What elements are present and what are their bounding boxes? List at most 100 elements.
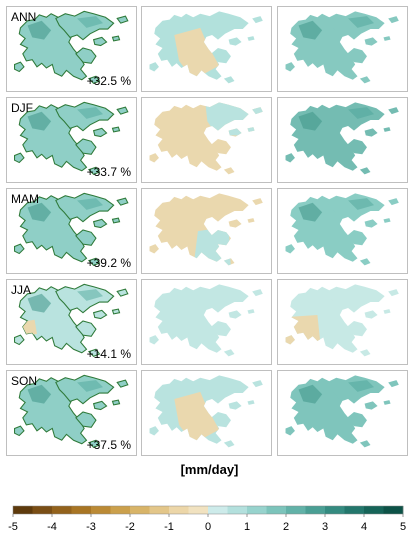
land-area [252,380,263,388]
colorbar-swatch [305,506,326,514]
land-area [111,217,121,224]
colorbar-swatch [188,506,209,514]
land-area [364,401,378,410]
svalbard-map [14,192,129,266]
land-area [149,426,159,436]
land-area [228,37,242,46]
land-area [190,375,249,404]
colorbar-tick-label: 2 [283,521,289,533]
high-value-zone [348,16,375,28]
high-value-zone [77,107,104,119]
land-area [92,218,108,229]
map-panel-son-2 [141,370,272,456]
percent-change-label: +39.2 % [86,256,131,270]
land-area [92,309,108,320]
colorbar-swatch [208,506,228,514]
colorbar-tick-label: -1 [164,521,174,533]
svalbard-map [285,375,399,448]
land-area [383,127,391,132]
colorbar-tick-label: 1 [244,521,250,533]
land-area [285,153,295,163]
land-area [210,320,231,337]
map-panel-ann-1: ANN +32.5 % [6,6,137,92]
land-area [210,138,231,155]
colorbar-swatch [91,506,111,514]
colorbar-tick-label: -2 [125,521,135,533]
land-area [364,128,378,137]
land-area [388,198,399,206]
percent-change-label: +32.5 % [86,74,131,88]
season-label: MAM [11,192,39,206]
colorbar-swatch [13,506,33,514]
map-panel-jja-1: JJA +14.1 % [6,279,137,365]
land-area [87,166,101,175]
map-panel-mam-1: MAM +39.2 % [6,188,137,274]
high-value-zone [27,111,52,131]
colorbar-swatch [266,506,287,514]
colorbar-tick-label: 3 [322,521,328,533]
land-area [14,61,25,73]
map-panel-djf-3 [277,97,408,183]
land-area [111,308,121,315]
high-value-zone [77,289,104,301]
land-area [228,401,242,410]
land-area [252,289,263,297]
land-area [190,193,249,222]
land-area [116,379,129,388]
land-area [190,11,249,40]
land-area [346,138,367,155]
colorbar-tick-label: -4 [47,521,57,533]
svalbard-map [14,283,129,357]
land-area [14,152,25,164]
land-area [111,126,121,133]
land-area [359,76,371,84]
colorbar-tick-label: -3 [86,521,96,533]
high-value-zone [348,380,375,392]
land-area [149,335,159,345]
land-area [326,284,385,313]
land-area [228,310,242,319]
map-panel-djf-2 [141,97,272,183]
land-area [346,47,367,64]
high-value-zone [298,111,323,131]
land-area [364,37,378,46]
high-value-zone [27,202,52,222]
land-area [92,400,108,411]
colorbar-tick-label: -5 [8,521,18,533]
map-panel-djf-1: DJF +33.7 % [6,97,137,183]
land-area [75,47,97,64]
land-area [383,309,391,314]
colorbar-tick-label: 5 [400,521,406,533]
high-value-zone [298,384,323,404]
map-panel-ann-2 [141,6,272,92]
land-area [247,309,255,314]
land-area [154,104,222,171]
svalbard-map [285,284,399,357]
land-area [346,229,367,246]
land-area [326,102,385,131]
high-value-zone [77,380,104,392]
map-panel-son-3 [277,370,408,456]
land-area [149,244,159,254]
land-area [359,258,371,266]
land-area [223,167,235,175]
land-area [252,16,263,24]
colorbar-unit-label: [mm/day] [180,462,239,477]
map-panel-grid: ANN +32.5 % DJF +33.7 % MAM +39.2 % JJA +14.1 %… [6,6,408,456]
land-area [190,284,249,313]
land-area [87,75,101,84]
map-panel-mam-3 [277,188,408,274]
land-area [116,288,129,297]
colorbar-swatch [247,506,267,514]
svalbard-map [149,102,263,175]
land-area [383,400,391,405]
land-area [149,62,159,72]
land-area [359,167,371,175]
colorbar-tick-label: 0 [205,521,211,533]
land-area [346,320,367,337]
land-area [111,399,121,406]
land-area [116,106,129,115]
season-label: JJA [11,283,32,297]
colorbar-tick-label: 4 [361,521,367,533]
high-value-zone [27,293,52,313]
